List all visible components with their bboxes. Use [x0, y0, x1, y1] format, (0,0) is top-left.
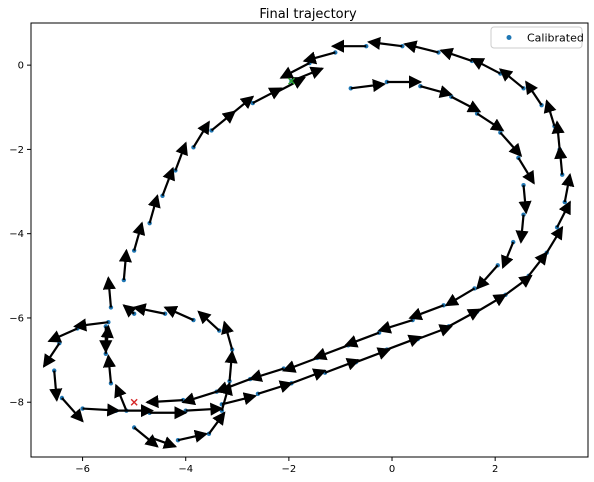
orientation-arrow — [118, 248, 132, 281]
orientation-arrow — [545, 225, 564, 254]
orientation-arrow — [221, 392, 258, 406]
orientation-arrow — [132, 303, 166, 317]
orientation-arrow — [208, 411, 226, 435]
orientation-arrow — [49, 370, 63, 402]
orientation-arrow — [350, 78, 387, 93]
plot-frame — [30, 22, 589, 458]
orientation-arrow — [47, 327, 78, 343]
orientation-arrow — [420, 85, 454, 98]
orientation-arrow — [343, 331, 380, 348]
orientation-arrow — [151, 436, 178, 449]
x-axis: −6 −4 −2 0 2 — [75, 457, 498, 475]
chart-title: Final trajectory — [259, 7, 357, 22]
orientation-arrow — [556, 200, 571, 228]
orientation-arrow — [367, 36, 403, 50]
y-tick-label: −4 — [9, 229, 24, 240]
orientation-arrow — [248, 367, 285, 382]
orientation-arrow — [197, 310, 220, 332]
y-tick-label: −6 — [9, 313, 24, 324]
orientation-arrow — [185, 402, 224, 416]
x-tick-label: −2 — [281, 464, 296, 475]
orientation-arrow — [501, 241, 515, 270]
orientation-arrow — [210, 110, 237, 132]
orientation-arrow — [386, 334, 423, 351]
orientation-arrow — [515, 214, 529, 244]
x-tick-label: 2 — [492, 464, 498, 475]
orientation-arrow — [114, 383, 128, 412]
orientation-arrow — [417, 324, 453, 341]
orientation-arrow — [215, 378, 251, 394]
legend-marker — [506, 35, 512, 40]
orientation-arrow — [252, 87, 283, 105]
orientation-arrow — [518, 185, 532, 215]
orientation-arrow — [257, 380, 294, 395]
orientation-arrow — [192, 120, 210, 148]
orientation-arrow — [377, 319, 413, 334]
orientation-arrow — [355, 347, 392, 364]
orientation-arrow — [554, 145, 568, 175]
orientation-arrow — [291, 368, 327, 385]
orientation-arrow — [561, 172, 575, 203]
orientation-arrow — [313, 344, 349, 361]
x-tick-label: −6 — [75, 464, 90, 475]
y-tick-label: −8 — [9, 398, 24, 409]
orientation-arrow — [100, 324, 114, 354]
orientation-arrow — [498, 68, 525, 90]
orientation-arrow — [145, 394, 184, 409]
orientation-arrow — [161, 166, 175, 197]
orientation-arrow — [82, 403, 121, 417]
orientation-arrow — [527, 251, 548, 277]
legend-label: Calibrated — [527, 32, 584, 45]
orientation-arrow — [163, 306, 194, 322]
orientation-arrow — [282, 356, 318, 373]
orientation-arrow — [324, 357, 361, 374]
start-marker — [287, 77, 295, 85]
orientation-arrow — [73, 318, 109, 332]
orientation-arrow — [147, 194, 161, 224]
orientation-arrow — [525, 80, 543, 106]
y-tick-label: 0 — [18, 61, 24, 72]
orientation-arrow — [133, 426, 159, 448]
orientation-arrow — [499, 131, 523, 158]
orientation-arrow — [302, 51, 336, 65]
orientation-arrow — [224, 349, 238, 382]
y-tick-label: −2 — [9, 145, 24, 156]
orientation-arrow — [102, 354, 117, 384]
plot-area — [31, 23, 588, 457]
x-tick-label: −4 — [178, 464, 193, 475]
orientation-arrow — [177, 429, 209, 443]
orientation-arrow — [450, 95, 482, 113]
orientation-arrow — [61, 397, 84, 423]
orientation-arrow — [221, 320, 234, 350]
orientation-arrow — [122, 304, 137, 318]
orientation-arrow — [181, 390, 217, 406]
y-axis: 0 −2 −4 −6 −8 — [9, 61, 31, 409]
end-marker — [130, 398, 138, 406]
orientation-arrow — [543, 99, 557, 127]
orientation-arrow — [102, 276, 116, 308]
orientation-arrow — [476, 293, 507, 313]
orientation-arrow — [403, 40, 439, 54]
orientation-arrow — [408, 304, 444, 321]
orientation-arrow — [439, 47, 473, 62]
orientation-arrow — [174, 141, 188, 171]
orientation-arrow — [517, 157, 535, 185]
orientation-arrow — [470, 57, 501, 75]
legend: Calibrated — [490, 26, 584, 49]
orientation-arrow — [504, 274, 533, 296]
orientation-arrow — [42, 342, 61, 368]
x-tick-label: 0 — [389, 464, 395, 475]
orientation-arrow — [444, 287, 476, 307]
orientation-arrow — [448, 308, 482, 328]
legend-box — [490, 26, 583, 49]
orientation-arrow — [476, 112, 505, 132]
orientation-arrow — [551, 120, 565, 150]
orientation-arrow — [132, 221, 146, 251]
orientation-arrow — [475, 264, 499, 290]
chart-marks — [42, 36, 575, 449]
orientation-arrow — [279, 62, 311, 79]
